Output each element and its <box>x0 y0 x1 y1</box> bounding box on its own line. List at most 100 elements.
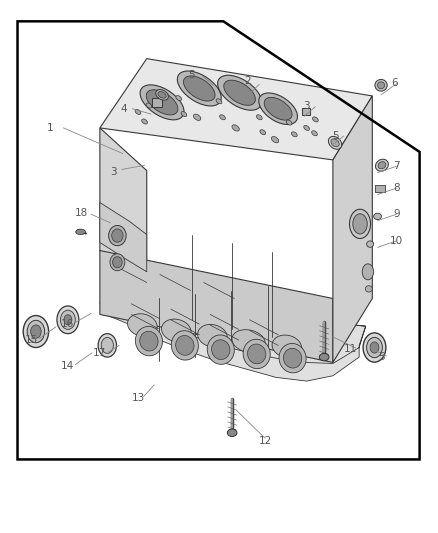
Polygon shape <box>333 96 372 362</box>
Ellipse shape <box>109 225 126 246</box>
Ellipse shape <box>286 120 292 125</box>
Ellipse shape <box>370 342 379 353</box>
Ellipse shape <box>212 340 230 360</box>
Ellipse shape <box>207 335 234 365</box>
Ellipse shape <box>158 92 166 98</box>
Ellipse shape <box>110 254 125 271</box>
Ellipse shape <box>176 335 194 356</box>
Text: 8: 8 <box>393 183 400 193</box>
Text: 2: 2 <box>244 76 251 86</box>
Text: 3: 3 <box>110 167 117 176</box>
Polygon shape <box>100 298 366 381</box>
Ellipse shape <box>57 306 79 334</box>
Ellipse shape <box>219 115 226 120</box>
Ellipse shape <box>224 80 255 106</box>
Ellipse shape <box>216 99 222 104</box>
Ellipse shape <box>304 125 310 131</box>
Text: 16: 16 <box>60 319 74 328</box>
Ellipse shape <box>227 429 237 437</box>
Ellipse shape <box>198 325 227 347</box>
Ellipse shape <box>353 214 367 234</box>
Ellipse shape <box>272 136 279 143</box>
Ellipse shape <box>365 286 372 292</box>
Polygon shape <box>100 128 147 298</box>
Ellipse shape <box>328 136 342 149</box>
Ellipse shape <box>362 264 374 280</box>
Text: 4: 4 <box>120 104 127 114</box>
Ellipse shape <box>311 131 318 136</box>
Text: 5: 5 <box>378 352 385 362</box>
Ellipse shape <box>23 316 49 348</box>
Ellipse shape <box>350 209 371 239</box>
Ellipse shape <box>232 125 239 131</box>
Ellipse shape <box>146 90 178 115</box>
Ellipse shape <box>378 161 386 169</box>
Text: 10: 10 <box>390 236 403 246</box>
Ellipse shape <box>76 229 85 235</box>
Ellipse shape <box>135 109 141 115</box>
Bar <box>302 108 310 115</box>
Ellipse shape <box>176 95 182 101</box>
Ellipse shape <box>312 117 318 122</box>
Ellipse shape <box>140 331 158 351</box>
Ellipse shape <box>140 85 184 120</box>
Text: 6: 6 <box>391 78 398 87</box>
Text: 7: 7 <box>393 161 400 171</box>
Text: 18: 18 <box>74 208 88 218</box>
Ellipse shape <box>31 325 41 338</box>
Bar <box>152 98 162 107</box>
Ellipse shape <box>181 111 187 117</box>
Ellipse shape <box>283 348 302 368</box>
Ellipse shape <box>27 320 45 343</box>
Ellipse shape <box>367 241 374 247</box>
Ellipse shape <box>247 344 266 364</box>
Polygon shape <box>100 251 333 362</box>
Ellipse shape <box>259 93 297 125</box>
Ellipse shape <box>291 132 297 137</box>
Text: 5: 5 <box>332 131 339 141</box>
Ellipse shape <box>156 90 168 100</box>
Ellipse shape <box>162 319 191 342</box>
Ellipse shape <box>194 114 201 120</box>
Text: 15: 15 <box>25 335 38 344</box>
Ellipse shape <box>146 103 152 108</box>
Ellipse shape <box>374 213 381 220</box>
Ellipse shape <box>113 257 122 268</box>
Ellipse shape <box>64 314 72 325</box>
Ellipse shape <box>112 229 123 242</box>
Ellipse shape <box>232 330 265 352</box>
Ellipse shape <box>272 335 302 358</box>
Ellipse shape <box>141 119 148 124</box>
Ellipse shape <box>378 82 385 88</box>
Ellipse shape <box>375 159 389 171</box>
Ellipse shape <box>218 75 261 110</box>
Ellipse shape <box>60 310 75 329</box>
Ellipse shape <box>127 314 157 336</box>
Ellipse shape <box>98 334 117 357</box>
Ellipse shape <box>367 337 382 358</box>
Polygon shape <box>100 203 147 272</box>
Text: 5: 5 <box>188 70 195 79</box>
Ellipse shape <box>243 339 270 369</box>
Ellipse shape <box>331 139 339 147</box>
Text: 3: 3 <box>303 101 310 110</box>
Bar <box>375 185 385 192</box>
Ellipse shape <box>177 71 221 106</box>
Text: 11: 11 <box>344 344 357 354</box>
Ellipse shape <box>184 76 215 101</box>
Text: 12: 12 <box>258 437 272 446</box>
Ellipse shape <box>319 353 329 361</box>
Ellipse shape <box>264 98 292 120</box>
Text: 1: 1 <box>47 123 54 133</box>
Ellipse shape <box>101 337 113 353</box>
Ellipse shape <box>135 326 162 356</box>
Text: 14: 14 <box>61 361 74 371</box>
Ellipse shape <box>171 330 198 360</box>
Text: 17: 17 <box>93 349 106 358</box>
Polygon shape <box>100 59 372 160</box>
Text: 9: 9 <box>393 209 400 219</box>
Ellipse shape <box>256 115 262 120</box>
Ellipse shape <box>375 79 387 91</box>
Text: 13: 13 <box>131 393 145 403</box>
Ellipse shape <box>363 333 386 362</box>
